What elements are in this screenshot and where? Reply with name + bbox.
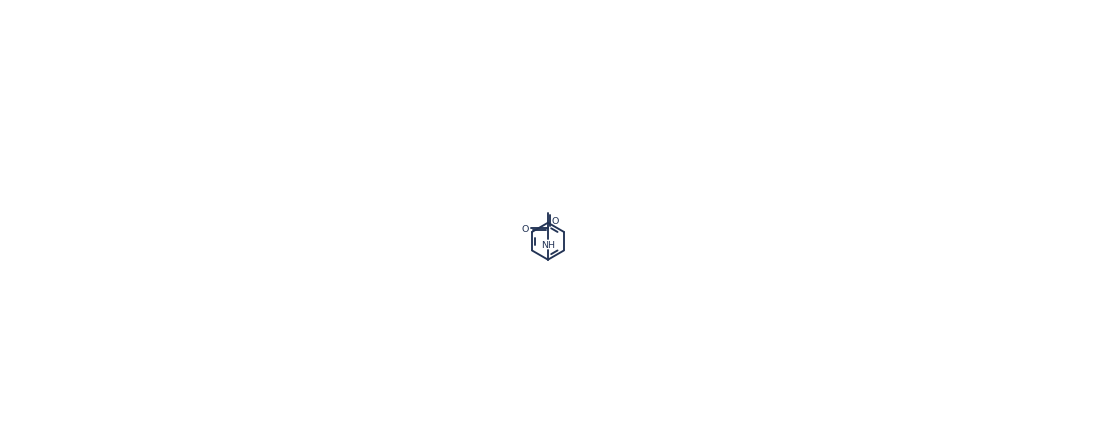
Text: NH: NH	[541, 240, 555, 249]
Text: O: O	[522, 224, 530, 233]
Text: O: O	[551, 216, 558, 225]
